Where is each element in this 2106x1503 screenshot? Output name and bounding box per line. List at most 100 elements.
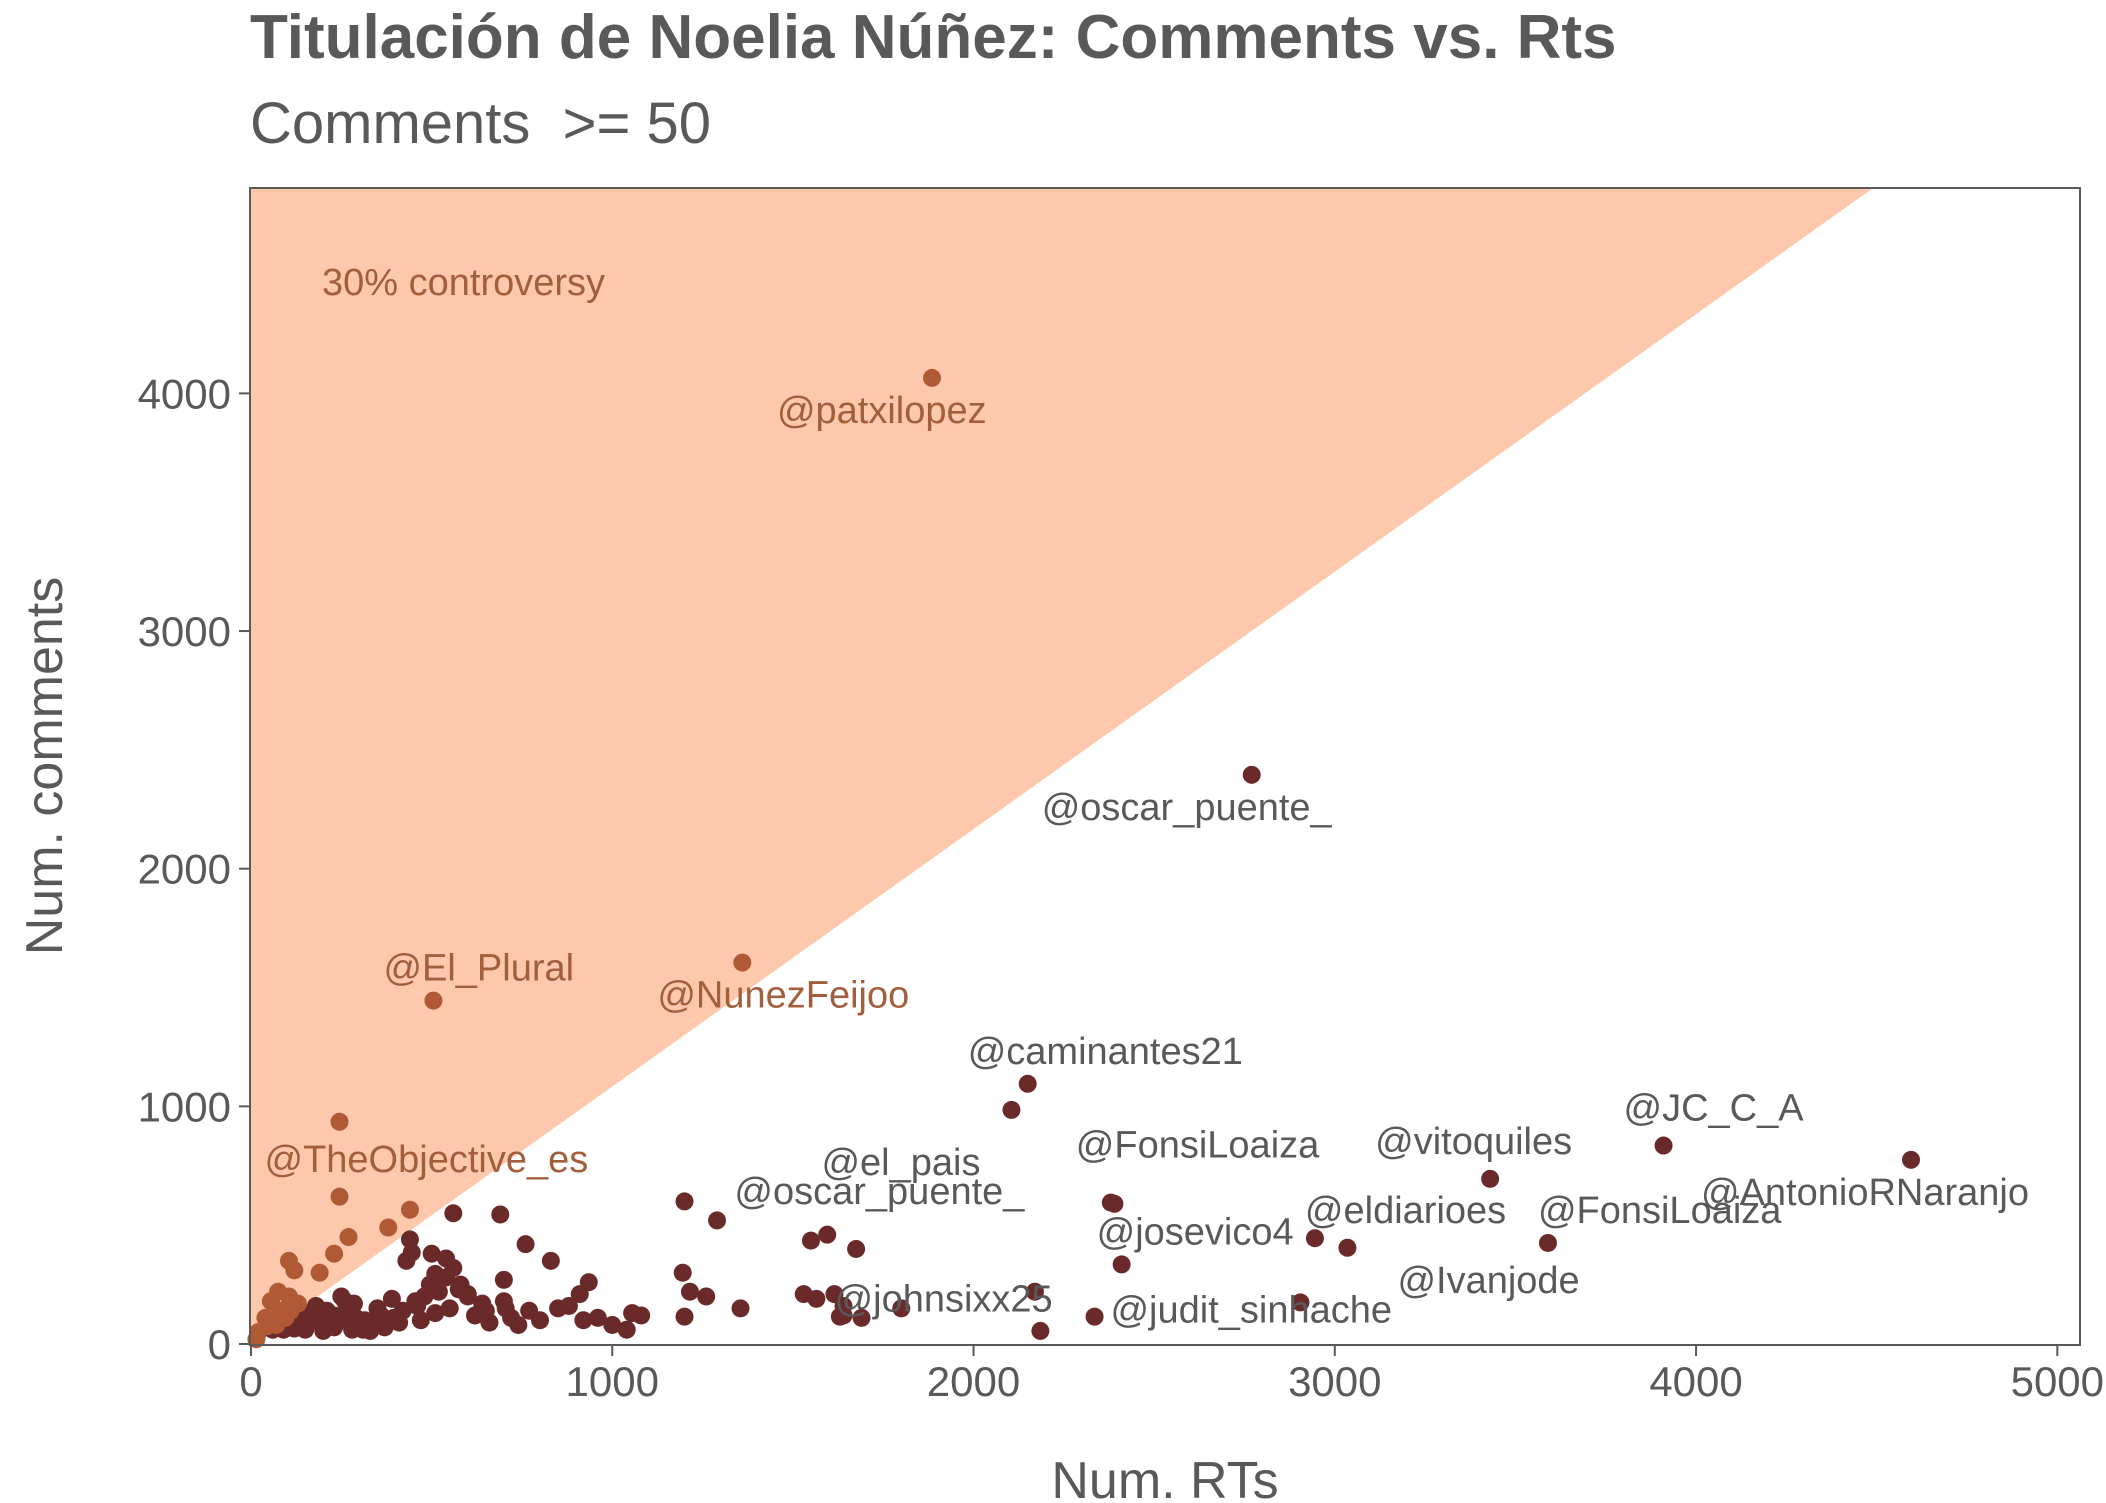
data-point	[675, 1307, 694, 1326]
x-tick-label: 0	[239, 1358, 262, 1405]
point-label: @FonsiLoaiza	[1076, 1125, 1320, 1167]
labeled-data-point	[1002, 1100, 1021, 1119]
data-point	[697, 1287, 716, 1306]
data-point	[296, 1313, 315, 1332]
labeled-data-point	[733, 953, 752, 972]
point-label: @vitoquiles	[1375, 1121, 1572, 1163]
labeled-data-point	[330, 1112, 349, 1131]
data-point	[267, 1315, 286, 1334]
point-label: @patxilopez	[777, 390, 987, 432]
point-label: @TheObjective_es	[265, 1139, 589, 1181]
data-point	[541, 1251, 560, 1270]
labeled-data-point	[1481, 1169, 1500, 1188]
point-label: @El_Plural	[383, 948, 574, 990]
data-point	[476, 1301, 495, 1320]
point-label: @oscar_puente_	[1042, 787, 1333, 829]
y-tick-label: 2000	[138, 846, 231, 893]
data-point	[559, 1296, 578, 1315]
labeled-data-point	[1291, 1293, 1310, 1312]
data-point	[247, 1330, 266, 1349]
band-label: 30% controversy	[322, 262, 605, 304]
data-point	[516, 1235, 535, 1254]
y-tick-label: 4000	[138, 370, 231, 417]
data-point	[830, 1307, 849, 1326]
data-point	[384, 1308, 403, 1327]
data-point	[509, 1315, 528, 1334]
labeled-data-point	[1654, 1136, 1673, 1155]
x-tick-label: 4000	[1649, 1358, 1742, 1405]
data-point	[411, 1311, 430, 1330]
data-point	[852, 1308, 871, 1327]
x-tick-label: 3000	[1288, 1358, 1381, 1405]
point-label: @caminantes21	[968, 1031, 1243, 1073]
data-point	[310, 1263, 329, 1282]
data-point	[444, 1204, 463, 1223]
data-point	[892, 1299, 911, 1318]
point-label: @judit_sinhache	[1110, 1289, 1392, 1331]
x-tick-label: 5000	[2011, 1358, 2104, 1405]
data-point	[397, 1251, 416, 1270]
labeled-data-point	[1338, 1238, 1357, 1257]
labeled-data-point	[1085, 1307, 1104, 1326]
plot-border	[249, 187, 2081, 1346]
data-point	[1025, 1282, 1044, 1301]
controversy-band	[251, 189, 1872, 1344]
data-point	[1031, 1321, 1050, 1340]
data-point	[708, 1211, 727, 1230]
data-point	[494, 1270, 513, 1289]
data-point	[496, 1299, 515, 1318]
point-label: @eldiarioes	[1305, 1190, 1506, 1232]
point-label: @FonsiLoaiza	[1538, 1190, 1782, 1232]
y-tick-label: 3000	[138, 608, 231, 655]
labeled-data-point	[1902, 1150, 1921, 1169]
chart-subtitle: Comments >= 50	[250, 91, 711, 156]
labeled-data-point	[1242, 765, 1261, 784]
chart-title: Titulación de Noelia Núñez: Comments vs.…	[250, 3, 1617, 72]
data-point	[285, 1261, 304, 1280]
data-point	[673, 1263, 692, 1282]
data-point	[343, 1311, 362, 1330]
data-point	[420, 1275, 439, 1294]
labeled-data-point	[424, 991, 443, 1010]
data-point	[314, 1321, 333, 1340]
data-point	[680, 1282, 699, 1301]
point-label: @JC_C_A	[1624, 1088, 1805, 1130]
x-tick-label: 2000	[927, 1358, 1020, 1405]
data-point	[344, 1294, 363, 1313]
data-point	[325, 1244, 344, 1263]
data-point	[330, 1187, 349, 1206]
data-point	[382, 1289, 401, 1308]
data-point	[570, 1285, 589, 1304]
x-axis-title: Num. RTs	[1051, 1452, 1278, 1503]
labeled-data-point	[1305, 1229, 1324, 1248]
data-point	[801, 1231, 820, 1250]
data-point	[440, 1299, 459, 1318]
point-label: @Ivanjode	[1397, 1260, 1579, 1302]
data-point	[818, 1225, 837, 1244]
y-tick-label: 0	[208, 1321, 231, 1368]
data-point	[807, 1289, 826, 1308]
labeled-data-point	[922, 368, 941, 387]
data-point	[406, 1292, 425, 1311]
point-label: @johnsixx25	[835, 1279, 1053, 1321]
data-point	[449, 1280, 468, 1299]
data-point	[847, 1239, 866, 1258]
labeled-data-point	[1538, 1233, 1557, 1252]
point-label: @NunezFeijoo	[657, 975, 909, 1017]
data-point	[675, 1192, 694, 1211]
point-label: @oscar_puente_	[734, 1171, 1025, 1213]
y-tick-label: 1000	[138, 1083, 231, 1130]
data-point	[531, 1311, 550, 1330]
data-point	[617, 1320, 636, 1339]
labeled-data-point	[1112, 1255, 1131, 1274]
data-point	[574, 1311, 593, 1330]
data-point	[731, 1299, 750, 1318]
data-point	[603, 1315, 622, 1334]
data-point	[491, 1205, 510, 1224]
data-point	[426, 1304, 445, 1323]
data-point	[368, 1299, 387, 1318]
data-point	[588, 1308, 607, 1327]
point-label: @josevico4	[1097, 1211, 1294, 1253]
data-point	[444, 1258, 463, 1277]
